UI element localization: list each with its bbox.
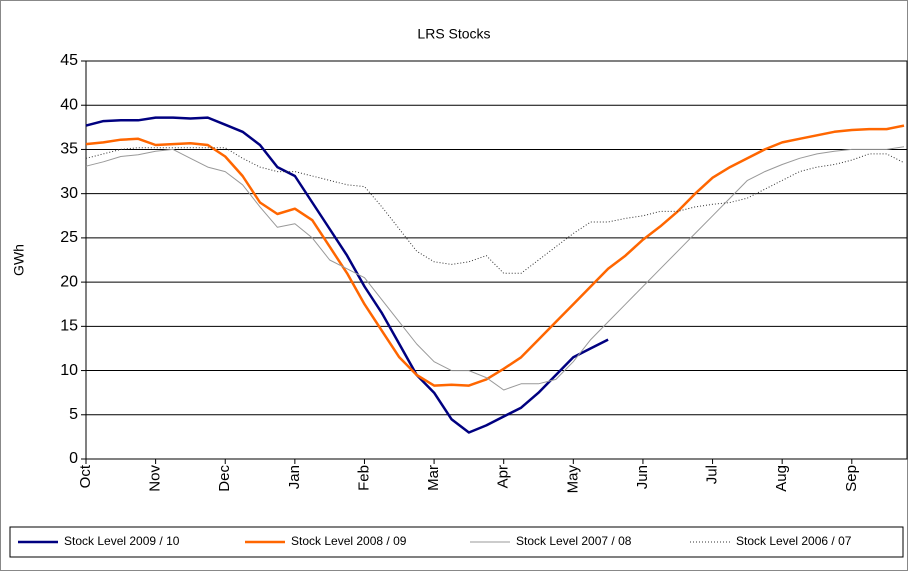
x-tick-label: Jun [634,465,651,489]
series-line [85,147,905,274]
x-tick-label: Oct [77,464,94,488]
y-tick-label: 10 [60,362,78,379]
x-tick-label: Apr [495,465,512,488]
x-tick-label: Dec [216,465,233,492]
x-tick-label: Sep [843,465,860,492]
legend-label: Stock Level 2008 / 09 [291,534,407,548]
legend-label: Stock Level 2007 / 08 [516,534,632,548]
x-tick-label: Nov [147,465,164,492]
y-tick-label: 30 [60,185,78,202]
legend-label: Stock Level 2006 / 07 [736,534,852,548]
y-tick-label: 40 [60,96,78,113]
y-tick-label: 35 [60,141,78,158]
y-tick-label: 5 [69,406,78,423]
legend: Stock Level 2009 / 10 Stock Level 2008 / … [9,526,904,558]
y-axis-label: GWh [11,244,27,276]
legend-frame [9,526,904,558]
plot-area [85,60,908,460]
y-tick-label: 15 [60,318,78,335]
chart-title: LRS Stocks [417,26,490,42]
x-tick-label: Jul [704,465,721,484]
series-line [85,146,905,391]
y-tick-label: 20 [60,273,78,290]
y-tick-label: 45 [60,52,78,69]
y-tick-label: 25 [60,229,78,246]
y-tick-label: 0 [69,450,78,467]
series-line [85,116,609,434]
x-tick-label: Mar [425,465,442,491]
legend-label: Stock Level 2009 / 10 [64,534,180,548]
x-tick-label: May [564,465,581,494]
x-tick-label: Jan [286,465,303,489]
x-tick-label: Feb [355,465,372,491]
series-line [85,124,905,387]
x-tick-label: Aug [773,465,790,492]
